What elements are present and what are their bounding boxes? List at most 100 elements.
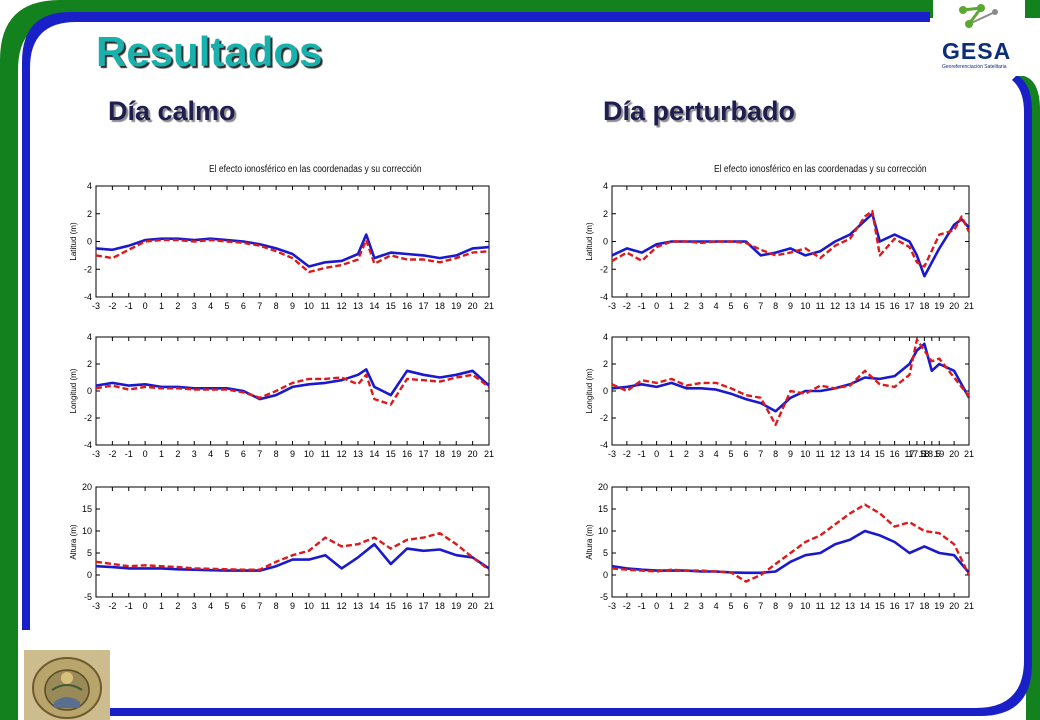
x-tick-label: 13 [353,601,363,611]
x-tick-label: 8 [274,449,279,459]
x-tick-label: 18 [919,449,929,459]
x-tick-label: 17 [418,449,428,459]
x-tick-label: -2 [108,449,116,459]
x-tick-label: 13 [845,301,855,311]
x-tick-label: 17 [904,601,914,611]
y-tick-label: 15 [598,504,608,514]
x-tick-label: 13 [845,449,855,459]
university-seal-icon [24,650,110,720]
x-tick-label: 9 [788,601,793,611]
subtitle-disturbed-day: Día perturbado [603,96,796,126]
x-tick-label: 19 [451,449,461,459]
x-tick-label: 6 [241,301,246,311]
y-tick-label: 0 [87,570,92,580]
x-tick-label: 15 [386,301,396,311]
x-tick-label: 21 [964,601,974,611]
x-tick-label: 17 [418,301,428,311]
x-tick-label: 11 [816,301,825,311]
x-tick-label: -3 [608,301,616,311]
x-tick-label: 9 [290,301,295,311]
x-tick-label: -3 [92,449,100,459]
x-tick-label: 3 [699,449,704,459]
x-tick-label: 0 [654,301,659,311]
plot-area [611,486,970,598]
x-tick-label: 8 [773,449,778,459]
x-tick-label: 15 [875,601,885,611]
series-blue-line [95,233,490,268]
y-tick-label: 5 [603,548,608,558]
y-tick-label: 4 [603,181,608,191]
x-tick-label: 14 [860,301,870,311]
x-tick-label: 19 [934,301,944,311]
x-tick-label: 4 [208,601,213,611]
x-tick-label: 11 [321,301,330,311]
x-tick-label: 7 [758,601,763,611]
y-axis-label: Latitud (m) [69,222,78,261]
x-tick-label: -2 [623,301,631,311]
x-tick-label: 3 [699,601,704,611]
x-tick-label: 18 [435,449,445,459]
x-tick-label: -1 [125,601,133,611]
x-tick-label: 1 [669,449,674,459]
x-tick-label: 7 [758,449,763,459]
x-tick-label: 5 [728,301,733,311]
chart-title-disturbed: El efecto ionosférico en las coordenadas… [714,164,927,175]
x-tick-label: 16 [402,301,412,311]
x-tick-label: 1 [669,301,674,311]
plot-area [95,486,490,598]
y-tick-label: 20 [598,482,608,492]
series-blue-line [95,368,490,401]
y-axis-label: Latitud (m) [585,222,594,261]
y-tick-label: -2 [84,264,92,274]
x-tick-label: 2 [175,301,180,311]
subtitle-calm-day: Día calmo [108,96,236,126]
x-tick-label: 3 [699,301,704,311]
x-tick-label: 17 [904,449,914,459]
y-axis-label: Longitud (m) [69,368,78,413]
x-tick-label: 21 [484,301,494,311]
x-tick-label: 20 [468,301,478,311]
x-tick-label: 0 [143,601,148,611]
series-red-dashed-line [611,503,971,583]
x-tick-label: 10 [800,301,810,311]
plot-area [95,336,490,446]
x-tick-label: -3 [92,601,100,611]
x-tick-label: 10 [304,301,314,311]
x-tick-label: 14 [860,601,870,611]
x-tick-label: 6 [241,601,246,611]
x-tick-label: 14 [369,449,379,459]
x-tick-label: 7 [257,601,262,611]
y-tick-label: 20 [82,482,92,492]
y-axis-label: Altura (m) [585,524,594,559]
x-tick-label: 1 [159,601,164,611]
y-tick-label: 0 [603,570,608,580]
series-red-dashed-line [611,209,971,268]
x-tick-label: 12 [337,449,347,459]
y-tick-label: 0 [87,386,92,396]
x-tick-label: 17 [904,301,914,311]
x-tick-label: 11 [321,449,330,459]
x-tick-label: 21 [964,301,974,311]
chart-title-calm: El efecto ionosférico en las coordenadas… [209,164,422,175]
x-tick-label: 15 [875,449,885,459]
x-tick-label: 1 [159,449,164,459]
y-tick-label: -2 [600,413,608,423]
x-tick-label: 21 [484,601,494,611]
x-tick-label: 14 [369,301,379,311]
y-tick-label: 2 [603,209,608,219]
x-tick-label: 13 [353,301,363,311]
x-tick-label: -1 [638,449,646,459]
network-nodes-icon [959,4,998,28]
y-tick-label: 0 [603,237,608,247]
y-tick-label: 4 [87,332,92,342]
x-tick-label: 13 [353,449,363,459]
x-tick-label: 19 [451,301,461,311]
x-tick-label: 12 [337,301,347,311]
x-tick-label: -2 [623,601,631,611]
x-tick-label: 15 [386,449,396,459]
y-tick-label: -4 [600,292,608,302]
x-tick-label: 5 [728,449,733,459]
x-tick-label: 2 [175,449,180,459]
